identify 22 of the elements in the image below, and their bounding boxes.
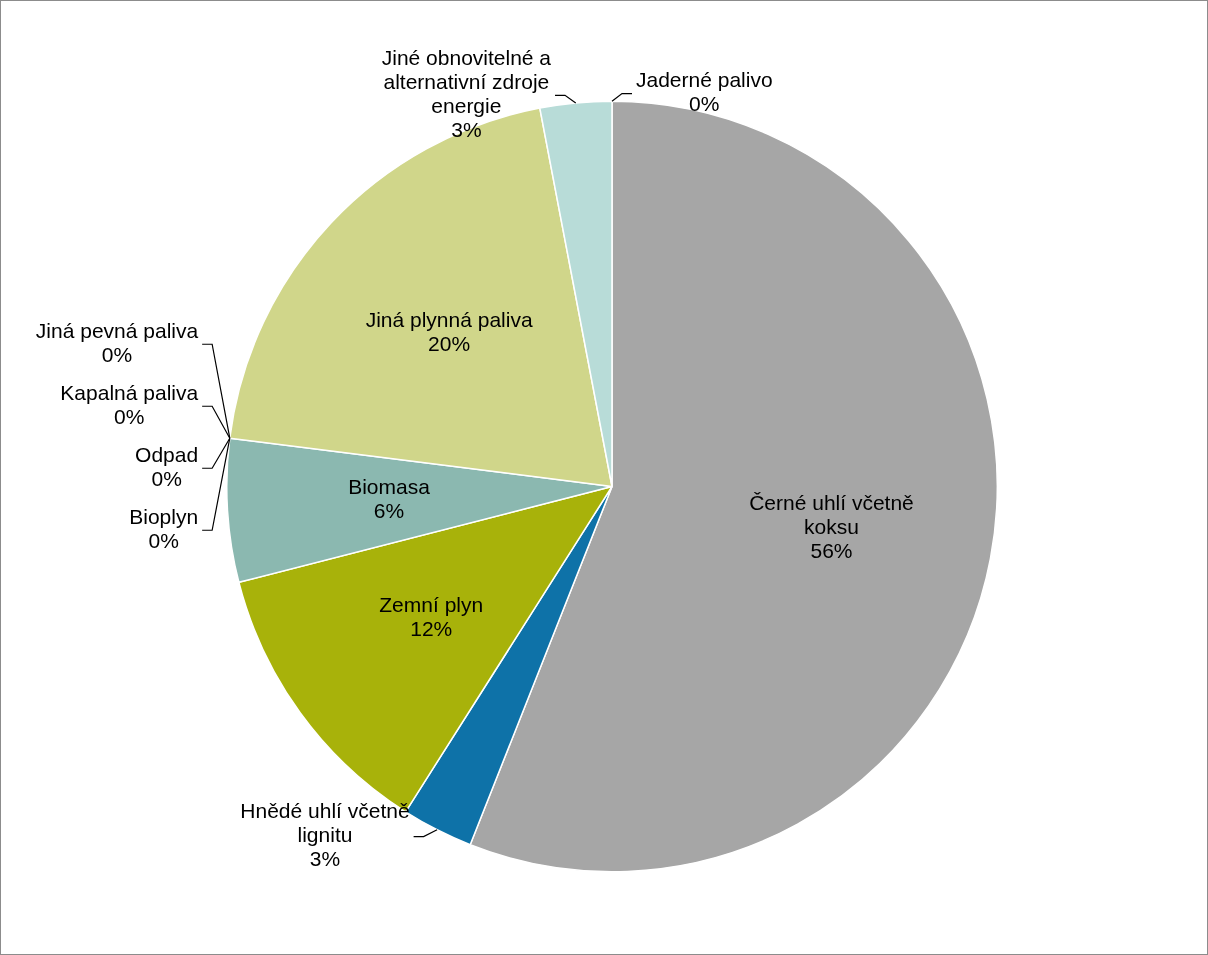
- category-label: Kapalná paliva: [60, 381, 199, 405]
- slice-label: Hnědé uhlí včetně lignitu: [240, 799, 410, 847]
- data-label: 20%: [428, 332, 471, 356]
- data-label: 6%: [373, 499, 405, 523]
- text: 0%: [689, 92, 720, 116]
- slice-label: Jiná plynná paliva: [365, 308, 533, 332]
- slice-label: Černé uhlí včetně koksu: [749, 491, 914, 539]
- slice-label: Jiné obnovitelné a alternativní zdroje energie: [381, 46, 552, 118]
- text: 0%: [148, 529, 179, 553]
- category-label: Bioplyn: [129, 505, 199, 529]
- legend-label: Odpad: [135, 443, 199, 467]
- slice-label: Zemní plyn: [379, 592, 484, 616]
- slice-label: Biomasa: [348, 475, 431, 499]
- data-label: 12%: [410, 616, 453, 640]
- data-label: 56%: [810, 539, 853, 563]
- text: 0%: [101, 343, 133, 367]
- text: 0%: [114, 405, 145, 429]
- text: 0%: [151, 467, 182, 491]
- data-label: 3%: [309, 847, 341, 871]
- category-label: Jiná pevná paliva: [35, 319, 199, 343]
- data-label: 3%: [451, 118, 482, 142]
- category-label: Jaderné palivo: [636, 68, 773, 92]
